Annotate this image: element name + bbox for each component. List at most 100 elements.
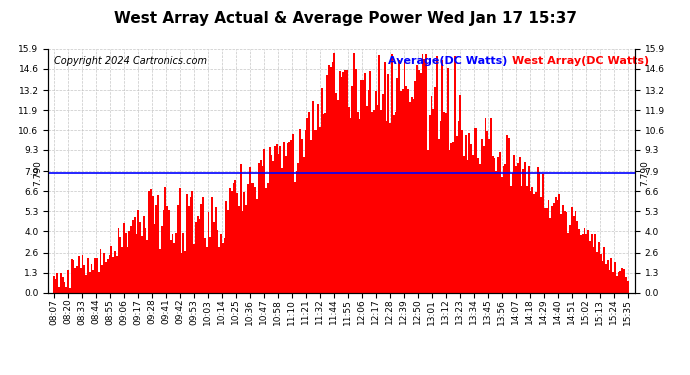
- Bar: [616, 276, 618, 292]
- Bar: [92, 270, 95, 292]
- Bar: [519, 157, 520, 292]
- Bar: [150, 189, 152, 292]
- Bar: [103, 254, 105, 292]
- Bar: [598, 242, 600, 292]
- Bar: [215, 207, 217, 292]
- Bar: [121, 247, 123, 292]
- Bar: [312, 102, 314, 292]
- Bar: [425, 54, 427, 292]
- Bar: [188, 206, 190, 292]
- Bar: [200, 204, 202, 292]
- Bar: [413, 99, 415, 292]
- Bar: [472, 154, 474, 292]
- Bar: [551, 207, 553, 292]
- Bar: [326, 75, 328, 292]
- Bar: [440, 122, 442, 292]
- Bar: [542, 174, 544, 292]
- Bar: [217, 230, 218, 292]
- Bar: [386, 121, 388, 292]
- Bar: [544, 208, 546, 292]
- Bar: [406, 86, 407, 292]
- Bar: [301, 139, 303, 292]
- Bar: [492, 156, 493, 292]
- Bar: [612, 272, 614, 292]
- Bar: [433, 108, 434, 292]
- Bar: [477, 158, 479, 292]
- Bar: [332, 62, 333, 292]
- Bar: [277, 154, 279, 292]
- Bar: [611, 258, 612, 292]
- Bar: [465, 135, 466, 292]
- Bar: [387, 74, 389, 292]
- Bar: [285, 156, 287, 292]
- Bar: [589, 241, 591, 292]
- Bar: [128, 231, 130, 292]
- Bar: [267, 183, 268, 292]
- Bar: [83, 265, 85, 292]
- Bar: [424, 59, 425, 292]
- Bar: [605, 264, 607, 292]
- Bar: [395, 112, 397, 292]
- Bar: [182, 232, 184, 292]
- Bar: [443, 112, 445, 292]
- Bar: [164, 187, 166, 292]
- Bar: [299, 129, 301, 292]
- Bar: [555, 197, 557, 292]
- Bar: [576, 221, 578, 292]
- Bar: [186, 194, 188, 292]
- Bar: [431, 96, 433, 292]
- Bar: [511, 172, 513, 292]
- Bar: [454, 56, 456, 292]
- Bar: [204, 238, 206, 292]
- Bar: [218, 247, 220, 292]
- Bar: [110, 246, 112, 292]
- Bar: [211, 197, 213, 292]
- Bar: [335, 93, 337, 292]
- Bar: [373, 110, 375, 292]
- Bar: [231, 191, 233, 292]
- Bar: [161, 226, 163, 292]
- Bar: [479, 164, 481, 292]
- Bar: [114, 251, 116, 292]
- Bar: [76, 266, 78, 292]
- Bar: [474, 128, 475, 292]
- Bar: [283, 142, 285, 292]
- Bar: [199, 219, 200, 292]
- Bar: [89, 272, 90, 292]
- Bar: [98, 272, 99, 292]
- Bar: [81, 255, 83, 292]
- Bar: [627, 280, 629, 292]
- Bar: [152, 196, 154, 292]
- Bar: [546, 208, 548, 292]
- Bar: [562, 205, 564, 292]
- Bar: [227, 210, 229, 292]
- Bar: [134, 217, 135, 292]
- Bar: [71, 260, 72, 292]
- Bar: [250, 183, 253, 292]
- Bar: [463, 156, 465, 292]
- Bar: [323, 114, 324, 292]
- Bar: [66, 287, 67, 292]
- Bar: [306, 118, 308, 292]
- Bar: [241, 210, 244, 292]
- Bar: [268, 147, 270, 292]
- Bar: [116, 256, 117, 292]
- Bar: [484, 118, 486, 292]
- Bar: [593, 247, 594, 292]
- Bar: [247, 184, 249, 292]
- Bar: [607, 260, 609, 292]
- Bar: [159, 249, 161, 292]
- Bar: [557, 200, 558, 292]
- Text: 7.790: 7.790: [33, 160, 43, 186]
- Bar: [253, 183, 255, 292]
- Bar: [371, 112, 373, 292]
- Bar: [175, 233, 177, 292]
- Bar: [364, 73, 366, 292]
- Bar: [344, 70, 346, 292]
- Bar: [447, 68, 448, 292]
- Bar: [501, 177, 502, 292]
- Bar: [391, 54, 393, 292]
- Bar: [497, 156, 499, 292]
- Bar: [96, 258, 98, 292]
- Bar: [623, 269, 625, 292]
